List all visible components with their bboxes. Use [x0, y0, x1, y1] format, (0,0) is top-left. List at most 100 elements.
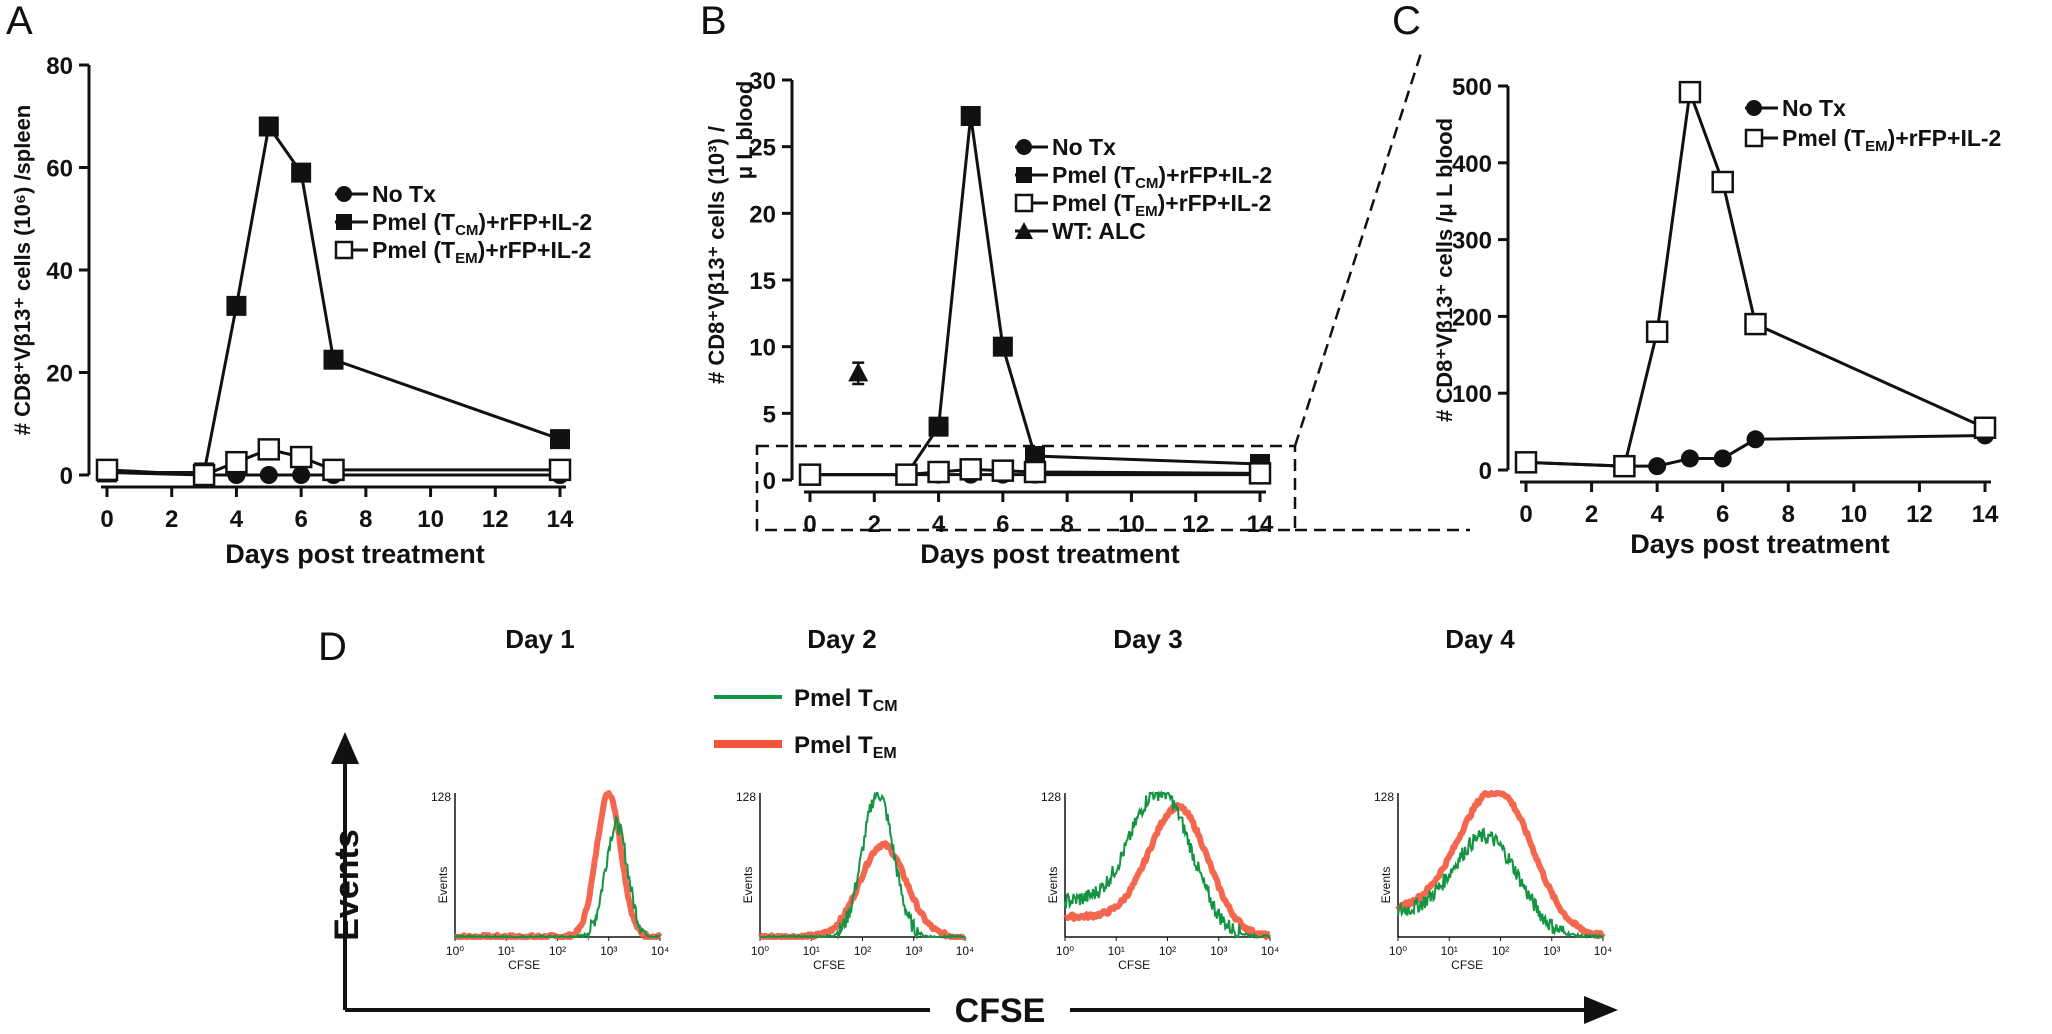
- data-point-open-square: [548, 458, 572, 482]
- hist-y-top-tick: 128: [431, 790, 451, 804]
- y-tick-label: 60: [46, 156, 73, 183]
- panel-letter-d: D: [318, 625, 347, 669]
- panel-a-y-label: # CD8⁺Vβ13⁺ cells (10⁶) /spleen: [10, 105, 35, 435]
- y-tick-label: 300: [1452, 228, 1492, 255]
- x-tick-label: 4: [932, 511, 946, 538]
- hist-x-label: CFSE: [813, 958, 845, 972]
- data-point-circle: [1713, 449, 1732, 468]
- data-point-circle: [1648, 457, 1667, 476]
- legend-d-tcm-label: Pmel TCM: [794, 685, 898, 715]
- hist-day-2-title: Day 2: [807, 624, 876, 654]
- y-tick-label: 200: [1452, 304, 1492, 331]
- data-point-circle: [1680, 449, 1699, 468]
- x-tick-label: 8: [1782, 501, 1795, 528]
- hist-x-tick-label: 10³: [1210, 944, 1227, 958]
- y-tick-label: 80: [46, 53, 73, 80]
- histogram-day-4: 128 Events 10⁰ 10¹ 10² 10³ 10⁴ CFSE: [1374, 790, 1612, 972]
- panel-d-histograms: Day 1 Day 2 Day 3 Day 4 Pmel TCM Pmel TE…: [328, 624, 1618, 1030]
- data-point-open-square: [225, 450, 248, 474]
- x-tick-label: 2: [1585, 501, 1598, 528]
- data-point-open-square: [1248, 462, 1272, 485]
- x-tick-label: 0: [803, 511, 816, 538]
- legend-b-tem-label: Pmel (TEM)+rFP+IL-2: [1052, 190, 1271, 220]
- data-point-open-square: [991, 459, 1015, 482]
- zoom-connector-top: [1293, 49, 1424, 447]
- y-tick-label: 0: [763, 468, 776, 495]
- hist-tem-curve: [758, 840, 967, 940]
- y-tick-label: 5: [763, 401, 776, 428]
- data-point-open-square: [192, 463, 216, 487]
- panel-a-x-label: Days post treatment: [225, 539, 485, 569]
- data-point-square: [960, 106, 981, 126]
- legend-c-tem-marker: [1744, 128, 1764, 148]
- cfse-axis-arrowhead: [1584, 996, 1618, 1024]
- panel-c-axes: 0 100 200 300 400 500 0 2 4 6 8 10 12 14: [1452, 74, 1999, 528]
- panel-a-markers: [95, 116, 572, 487]
- panel-a-y-label-line: # CD8⁺Vβ13⁺ cells (10⁶) /spleen: [10, 105, 35, 435]
- x-tick-label: 6: [996, 511, 1009, 538]
- events-axis-arrowhead: [331, 732, 359, 764]
- x-tick-label: 12: [1906, 501, 1933, 528]
- legend-c-tem-label: Pmel (TEM)+rFP+IL-2: [1782, 125, 2001, 155]
- y-tick-label: 30: [749, 68, 776, 95]
- legend-c-no-tx-label: No Tx: [1782, 95, 1846, 121]
- panel-c-legend: No Tx Pmel (TEM)+rFP+IL-2: [1744, 95, 2001, 155]
- data-point-open-square: [1711, 170, 1734, 194]
- hist-x-tick-label: 10¹: [1441, 944, 1458, 958]
- panel-c-y-label: # CD8⁺Vβ13⁺ cells /μ L blood: [1432, 118, 1457, 422]
- hist-tem-curve: [1063, 801, 1272, 940]
- data-point-open-square: [1023, 460, 1047, 484]
- legend-a-no-tx-marker: [336, 186, 352, 202]
- hist-x-tick-label: 10⁰: [1056, 944, 1074, 958]
- data-point-square: [323, 349, 344, 370]
- y-tick-label: 0: [60, 463, 73, 490]
- hist-x-tick-label: 10²: [854, 944, 871, 958]
- hist-x-tick-label: 10³: [600, 944, 617, 958]
- hist-tcm-curve: [760, 791, 966, 941]
- x-tick-label: 12: [1182, 511, 1209, 538]
- x-tick-label: 12: [482, 506, 509, 533]
- data-point-circle: [292, 466, 311, 484]
- hist-x-label: CFSE: [1118, 958, 1150, 972]
- hist-tcm-curve: [1064, 789, 1271, 940]
- hist-y-top-tick: 128: [1041, 790, 1061, 804]
- legend-c-no-tx-marker: [1746, 100, 1762, 116]
- hist-x-tick-label: 10⁰: [751, 944, 769, 958]
- x-tick-label: 6: [294, 506, 307, 533]
- data-point-circle: [259, 466, 278, 484]
- data-point-open-square: [257, 438, 281, 461]
- hist-tcm-curve: [455, 814, 661, 941]
- x-tick-label: 4: [230, 506, 244, 533]
- x-tick-label: 0: [1519, 501, 1532, 528]
- data-point-square: [550, 429, 570, 450]
- panel-letter-a: A: [6, 0, 33, 43]
- panel-d-histogram-plots: 128 Events 10⁰ 10¹ 10² 10³ 10⁴ CFSE 128 Events 10⁰…: [431, 789, 1612, 972]
- y-tick-label: 20: [46, 361, 73, 388]
- x-tick-label: 10: [1118, 511, 1145, 538]
- hist-x-tick-label: 10⁴: [956, 944, 975, 958]
- hist-day-4-title: Day 4: [1445, 624, 1515, 654]
- data-point-open-square: [1645, 320, 1669, 344]
- hist-x-label: CFSE: [508, 958, 540, 972]
- panel-a-chart: 0 20 40 60 80 0 2 4 6 8 10 12 14 Days post treatment…: [10, 53, 592, 569]
- hist-x-tick-label: 10³: [1543, 944, 1560, 958]
- data-point-open-square: [95, 458, 119, 482]
- hist-day-1-title: Day 1: [505, 624, 574, 654]
- panel-b-zoom-box: [755, 444, 1297, 532]
- y-tick-label: 20: [749, 201, 776, 228]
- legend-a-tcm-marker: [336, 214, 352, 230]
- x-tick-label: 10: [1841, 501, 1868, 528]
- y-tick-label: 100: [1452, 381, 1492, 408]
- hist-tem-curve: [1395, 790, 1606, 940]
- panel-c-chart: 0 100 200 300 400 500 0 2 4 6 8 10 12 14 Days post tr…: [1432, 74, 2001, 559]
- hist-x-tick-label: 10¹: [1108, 944, 1125, 958]
- hist-x-tick-label: 10⁰: [446, 944, 464, 958]
- x-tick-label: 14: [547, 506, 574, 533]
- x-tick-label: 10: [417, 506, 444, 533]
- histogram-day-1: 128 Events 10⁰ 10¹ 10² 10³ 10⁴ CFSE: [431, 790, 669, 972]
- x-tick-label: 14: [1247, 511, 1274, 538]
- y-tick-label: 0: [1479, 458, 1492, 485]
- data-point-square: [928, 416, 949, 437]
- hist-y-label: Events: [1379, 867, 1393, 904]
- legend-b-no-tx-label: No Tx: [1052, 134, 1116, 160]
